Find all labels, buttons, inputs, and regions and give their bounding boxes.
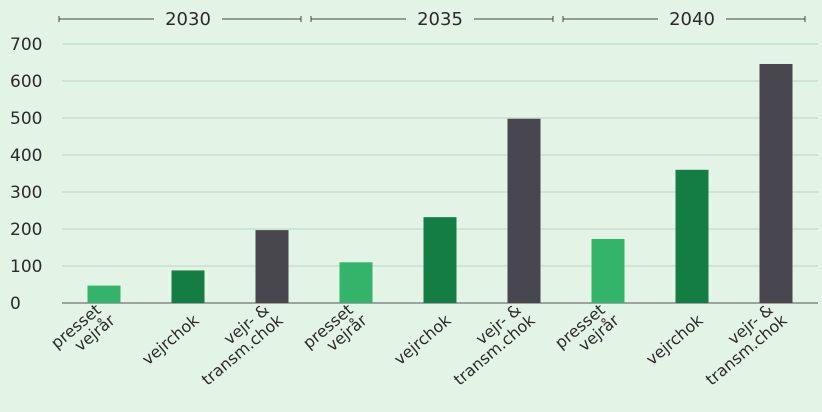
y-axis-ticks: 0 100 200 300 400 500 600 700 (10, 35, 42, 314)
bar (507, 118, 541, 304)
x-tick-label: vejr- &transm.chok (439, 297, 539, 389)
x-tick-label: vejrchok (138, 310, 203, 369)
bar (675, 169, 709, 303)
y-tick-label: 100 (10, 257, 42, 277)
bar (423, 217, 457, 303)
x-tick-label: pressetvejrår (299, 297, 371, 365)
x-tick-label: pressetvejrår (47, 297, 119, 365)
y-tick-label: 300 (10, 183, 42, 203)
x-tick-label: vejrchok (642, 310, 707, 369)
bar (339, 262, 373, 303)
y-tick-label: 0 (10, 294, 21, 314)
group-label: 2040 (669, 9, 715, 30)
y-tick-label: 400 (10, 146, 42, 166)
bar-layer (87, 63, 793, 304)
x-tick-label: vejr- &transm.chok (187, 297, 287, 389)
group-label: 2030 (165, 9, 211, 30)
x-tick-label: vejrchok (390, 310, 455, 369)
y-tick-label: 700 (10, 35, 42, 55)
y-tick-label: 600 (10, 72, 42, 92)
bar (255, 230, 289, 303)
bar (171, 270, 205, 303)
group-label: 2035 (417, 9, 463, 30)
bar (759, 63, 793, 304)
bar (591, 238, 625, 303)
x-tick-label: vejr- &transm.chok (691, 297, 791, 389)
y-tick-label: 500 (10, 109, 42, 129)
x-axis-labels: pressetvejrår vejrchok vejr- &transm.chok p… (47, 297, 791, 389)
bar (87, 285, 121, 303)
y-tick-label: 200 (10, 220, 42, 240)
group-labels: 2030 2035 2040 (58, 9, 806, 30)
x-tick-label: pressetvejrår (551, 297, 623, 365)
